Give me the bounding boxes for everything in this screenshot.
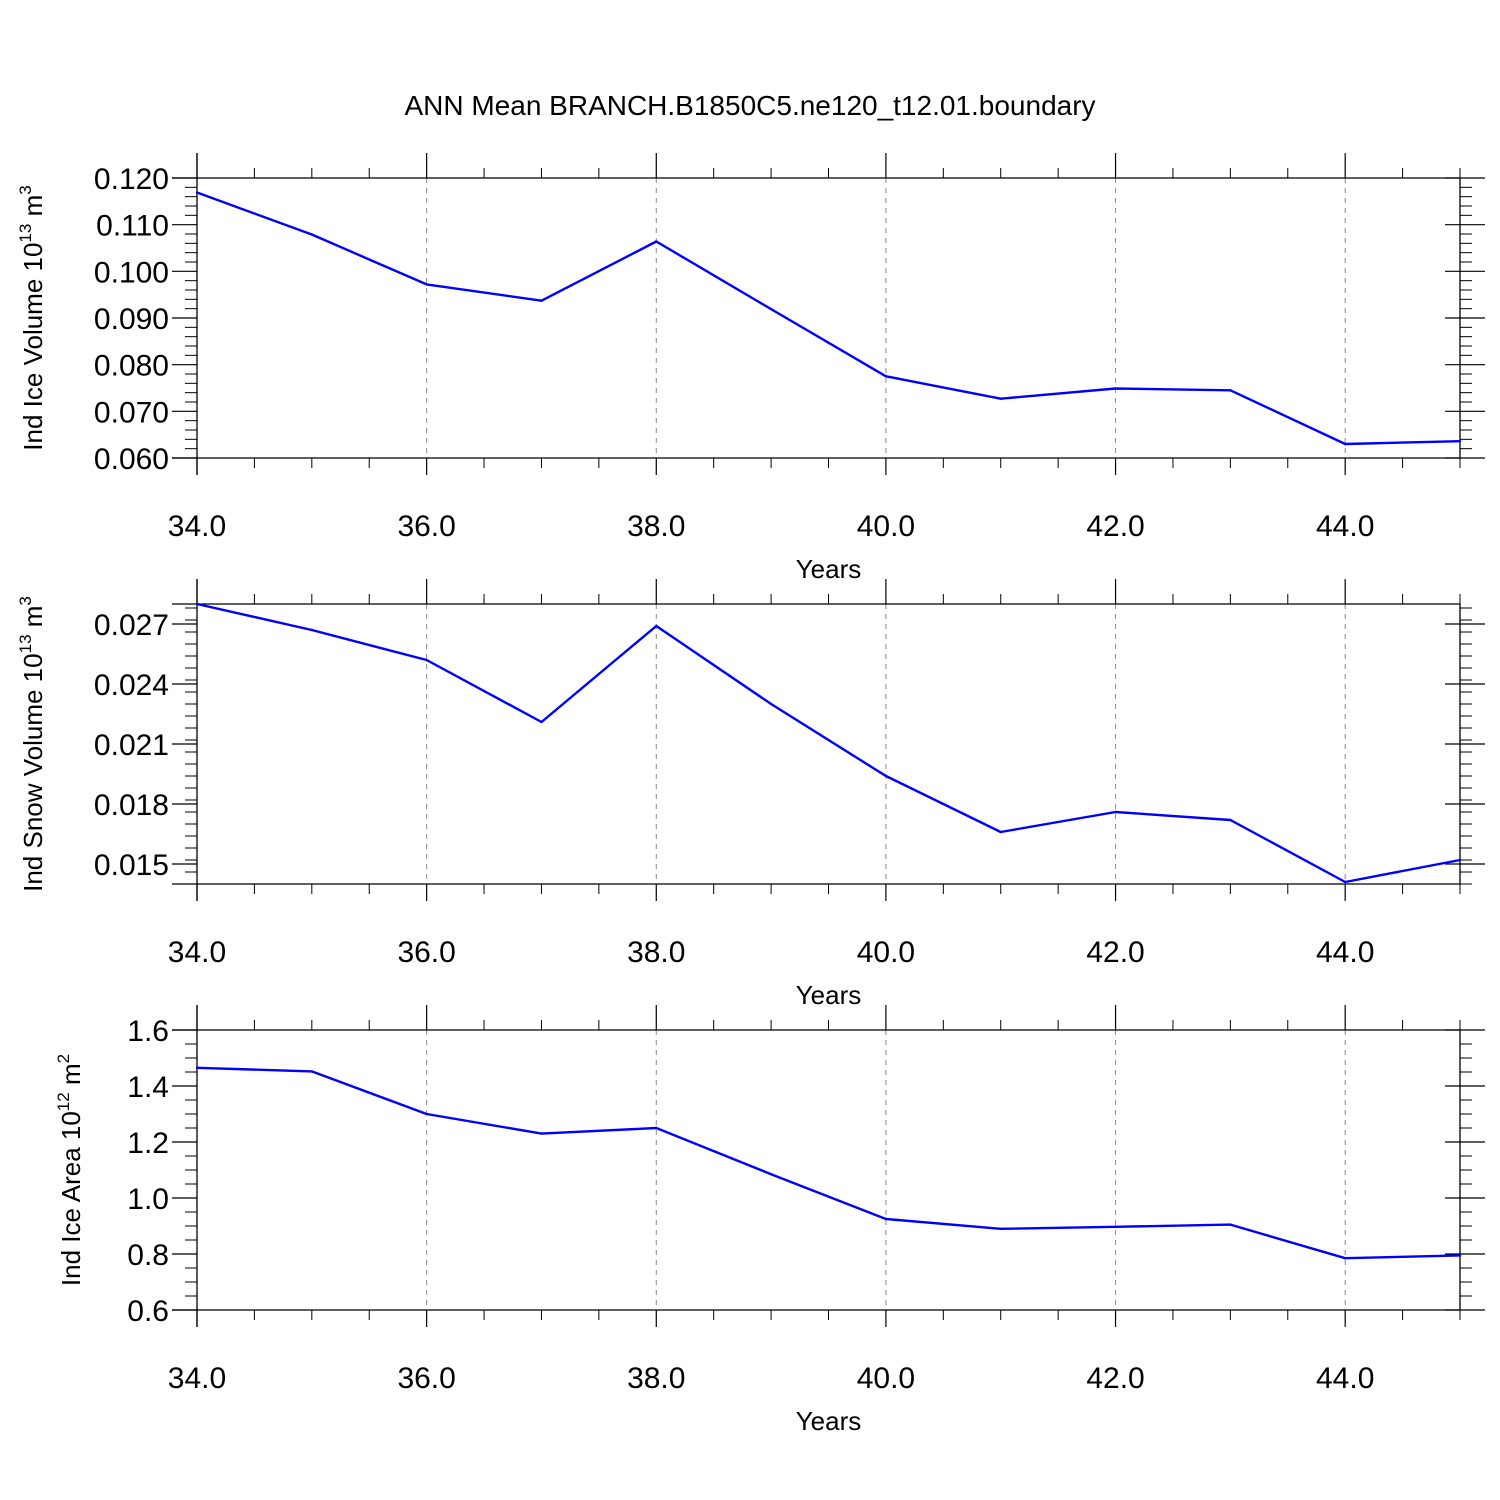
y-axis-label-unit: m	[56, 1063, 86, 1092]
y-tick-label: 0.100	[94, 256, 169, 289]
y-tick-label: 1.2	[127, 1127, 169, 1160]
data-point	[769, 1173, 773, 1176]
data-point	[310, 628, 314, 632]
data-point	[540, 720, 543, 724]
data-point	[425, 283, 428, 286]
data-point	[655, 240, 658, 243]
y-tick-label: 0.027	[94, 609, 169, 642]
x-tick-label: 38.0	[627, 1362, 685, 1395]
y-axis-label-exponent: 13	[16, 634, 35, 653]
data-point	[1458, 440, 1462, 443]
series-line	[196, 191, 1461, 446]
y-tick-label: 0.024	[94, 669, 169, 702]
series-line	[196, 602, 1461, 884]
series-line	[196, 1066, 1461, 1260]
data-point	[1458, 858, 1462, 862]
y-axis-label-unit: m	[18, 606, 48, 635]
data-point	[999, 397, 1002, 400]
y-axis-label: Ind Snow Volume 1013 m3	[16, 596, 48, 892]
data-point	[1343, 880, 1347, 884]
y-axis-label-unit-exponent: 3	[16, 185, 35, 194]
y-axis-label-exponent: 12	[54, 1092, 73, 1111]
y-axis-label-exponent: 13	[16, 224, 35, 243]
panel-3: 0.6 0.8 1.0 1.2 1.4 1.6 34.0 36.0 38.0 40.0 42.0 44…	[54, 1005, 1485, 1436]
x-axis-label: Years	[796, 554, 862, 584]
data-point	[655, 1126, 658, 1130]
data-point	[999, 830, 1002, 834]
y-tick-label: 0.021	[94, 729, 169, 762]
data-point	[195, 602, 199, 606]
y-tick-label: 0.070	[94, 396, 169, 429]
y-tick-label: 1.0	[127, 1183, 169, 1216]
x-tick-label: 34.0	[168, 1362, 226, 1395]
x-tick-label: 40.0	[857, 1362, 915, 1395]
y-axis-label: Ind Ice Area 1012 m2	[54, 1054, 86, 1286]
x-tick-label: 36.0	[397, 510, 455, 543]
data-point	[884, 1217, 888, 1221]
data-point	[1229, 818, 1232, 822]
data-point	[1343, 1257, 1347, 1260]
data-point	[310, 233, 314, 236]
data-point	[769, 307, 773, 311]
data-point	[195, 191, 199, 194]
y-axis-label-unit-exponent: 3	[16, 596, 35, 605]
y-axis-label-main: Ind Ice Area 10	[56, 1111, 86, 1286]
x-tick-label: 34.0	[168, 936, 226, 969]
y-tick-label: 1.6	[127, 1015, 169, 1048]
x-axis-label: Years	[796, 1406, 862, 1436]
data-point	[1114, 387, 1117, 390]
x-tick-label: 42.0	[1086, 510, 1144, 543]
y-tick-label: 0.018	[94, 789, 169, 822]
panel-2: 0.015 0.018 0.021 0.024 0.027 34.0 36.0 38.0 40.…	[16, 579, 1485, 1010]
y-axis-label-unit-exponent: 2	[54, 1054, 73, 1063]
y-tick-label: 0.090	[94, 303, 169, 336]
x-tick-label: 40.0	[857, 936, 915, 969]
x-tick-label: 38.0	[627, 510, 685, 543]
y-tick-label: 1.4	[127, 1071, 169, 1104]
data-point	[540, 1132, 543, 1135]
y-axis-label-unit: m	[18, 195, 48, 224]
data-point	[769, 702, 773, 706]
data-point	[1229, 389, 1232, 392]
x-tick-label: 42.0	[1086, 1362, 1144, 1395]
x-tick-label: 44.0	[1316, 1362, 1374, 1395]
data-point	[1343, 442, 1347, 446]
y-tick-label: 0.015	[94, 849, 169, 882]
y-tick-label: 0.6	[127, 1295, 169, 1328]
x-tick-label: 44.0	[1316, 510, 1374, 543]
data-point	[425, 1112, 428, 1116]
data-point	[425, 658, 428, 662]
data-point	[999, 1227, 1002, 1231]
panels: 0.060 0.070 0.080 0.090 0.100 0.110 0.120 34.0 3…	[16, 153, 1485, 1436]
x-tick-label: 36.0	[397, 1362, 455, 1395]
data-point	[1114, 1225, 1117, 1229]
y-axis-label: Ind Ice Volume 1013 m3	[16, 185, 48, 450]
data-point	[1114, 810, 1117, 814]
panel-1: 0.060 0.070 0.080 0.090 0.100 0.110 0.120 34.0 3…	[16, 153, 1485, 584]
x-axis-label: Years	[796, 980, 862, 1010]
chart-title: ANN Mean BRANCH.B1850C5.ne120_t12.01.bou…	[404, 90, 1095, 121]
data-point	[195, 1066, 199, 1070]
data-point	[310, 1070, 314, 1073]
y-tick-label: 0.8	[127, 1239, 169, 1272]
data-point	[655, 624, 658, 628]
data-point	[884, 375, 888, 378]
data-point	[884, 774, 888, 778]
x-tick-label: 38.0	[627, 936, 685, 969]
data-point	[1458, 1254, 1462, 1257]
y-axis-label-main: Ind Snow Volume 10	[18, 653, 48, 892]
x-tick-label: 36.0	[397, 936, 455, 969]
y-tick-label: 0.120	[94, 163, 169, 196]
y-tick-label: 0.110	[96, 210, 169, 243]
x-tick-label: 34.0	[168, 510, 226, 543]
x-tick-label: 40.0	[857, 510, 915, 543]
data-point	[540, 299, 543, 302]
x-tick-label: 42.0	[1086, 936, 1144, 969]
y-tick-label: 0.060	[94, 443, 169, 476]
y-tick-label: 0.080	[94, 350, 169, 383]
x-tick-label: 44.0	[1316, 936, 1374, 969]
y-axis-label-main: Ind Ice Volume 10	[18, 243, 48, 451]
data-point	[1229, 1223, 1232, 1226]
